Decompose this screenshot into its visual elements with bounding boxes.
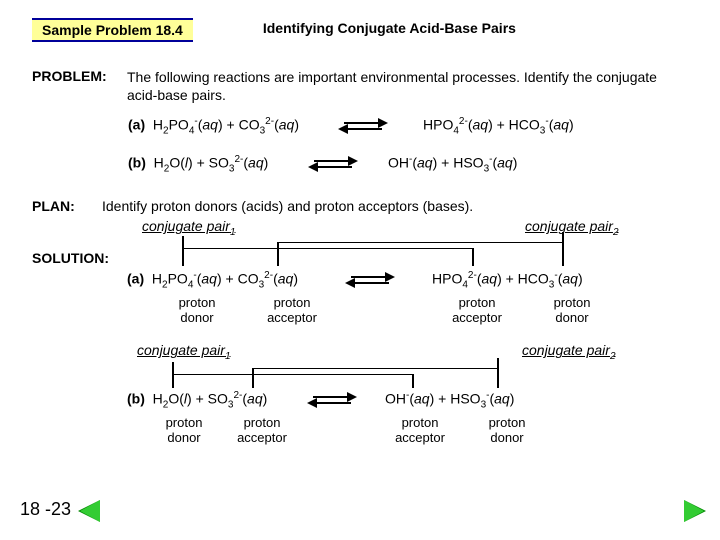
sample-problem-badge: Sample Problem 18.4	[32, 18, 193, 42]
conj-pair-2-label: conjugate pair2	[525, 218, 619, 238]
prev-page-button[interactable]	[78, 500, 100, 522]
page-number: 18 -23	[20, 499, 71, 520]
equilibrium-arrow-icon	[338, 120, 388, 132]
next-page-button[interactable]	[684, 500, 706, 522]
solution-label: SOLUTION:	[32, 250, 127, 266]
plan-text: Identify proton donors (acids) and proto…	[102, 198, 688, 214]
plan-label: PLAN:	[32, 198, 102, 214]
page-title: Identifying Conjugate Acid-Base Pairs	[263, 18, 516, 42]
problem-text: The following reactions are important en…	[127, 68, 688, 104]
equilibrium-arrow-icon	[308, 158, 358, 170]
eq-a: (a) H2PO4-(aq) + CO32-(aq) HPO42-(aq) + …	[128, 116, 720, 142]
conj-pair-1-label: conjugate pair1	[142, 218, 236, 238]
eq-b: (b) H2O(l) + SO32-(aq) OH-(aq) + HSO3-(a…	[128, 154, 720, 180]
solution-b: (b) H2O(l) + SO32-(aq) OH-(aq) + HSO3-(a…	[127, 386, 688, 496]
problem-label: PROBLEM:	[32, 68, 127, 104]
